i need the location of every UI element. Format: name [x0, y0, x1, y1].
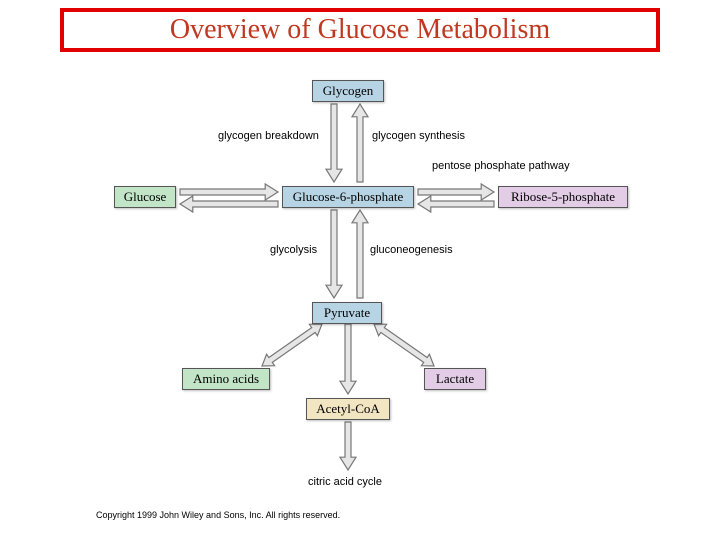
node-r5p: Ribose-5-phosphate	[498, 186, 628, 208]
page-title: Overview of Glucose Metabolism	[170, 14, 550, 46]
label-citric: citric acid cycle	[308, 476, 382, 488]
node-glucose: Glucose	[114, 186, 176, 208]
label-ppp: pentose phosphate pathway	[432, 160, 570, 172]
copyright-text: Copyright 1999 John Wiley and Sons, Inc.…	[96, 510, 340, 520]
node-pyruvate: Pyruvate	[312, 302, 382, 324]
label-gluconeogenesis: gluconeogenesis	[370, 244, 453, 256]
diagram-area: Glycogen Glucose Glucose-6-phosphate Rib…	[0, 70, 720, 540]
node-g6p: Glucose-6-phosphate	[282, 186, 414, 208]
label-glycolysis: glycolysis	[270, 244, 317, 256]
node-amino: Amino acids	[182, 368, 270, 390]
node-acetyl: Acetyl-CoA	[306, 398, 390, 420]
label-glycogen-breakdown: glycogen breakdown	[218, 130, 319, 142]
title-box: Overview of Glucose Metabolism	[60, 8, 660, 52]
node-lactate: Lactate	[424, 368, 486, 390]
node-glycogen: Glycogen	[312, 80, 384, 102]
label-glycogen-synthesis: glycogen synthesis	[372, 130, 465, 142]
